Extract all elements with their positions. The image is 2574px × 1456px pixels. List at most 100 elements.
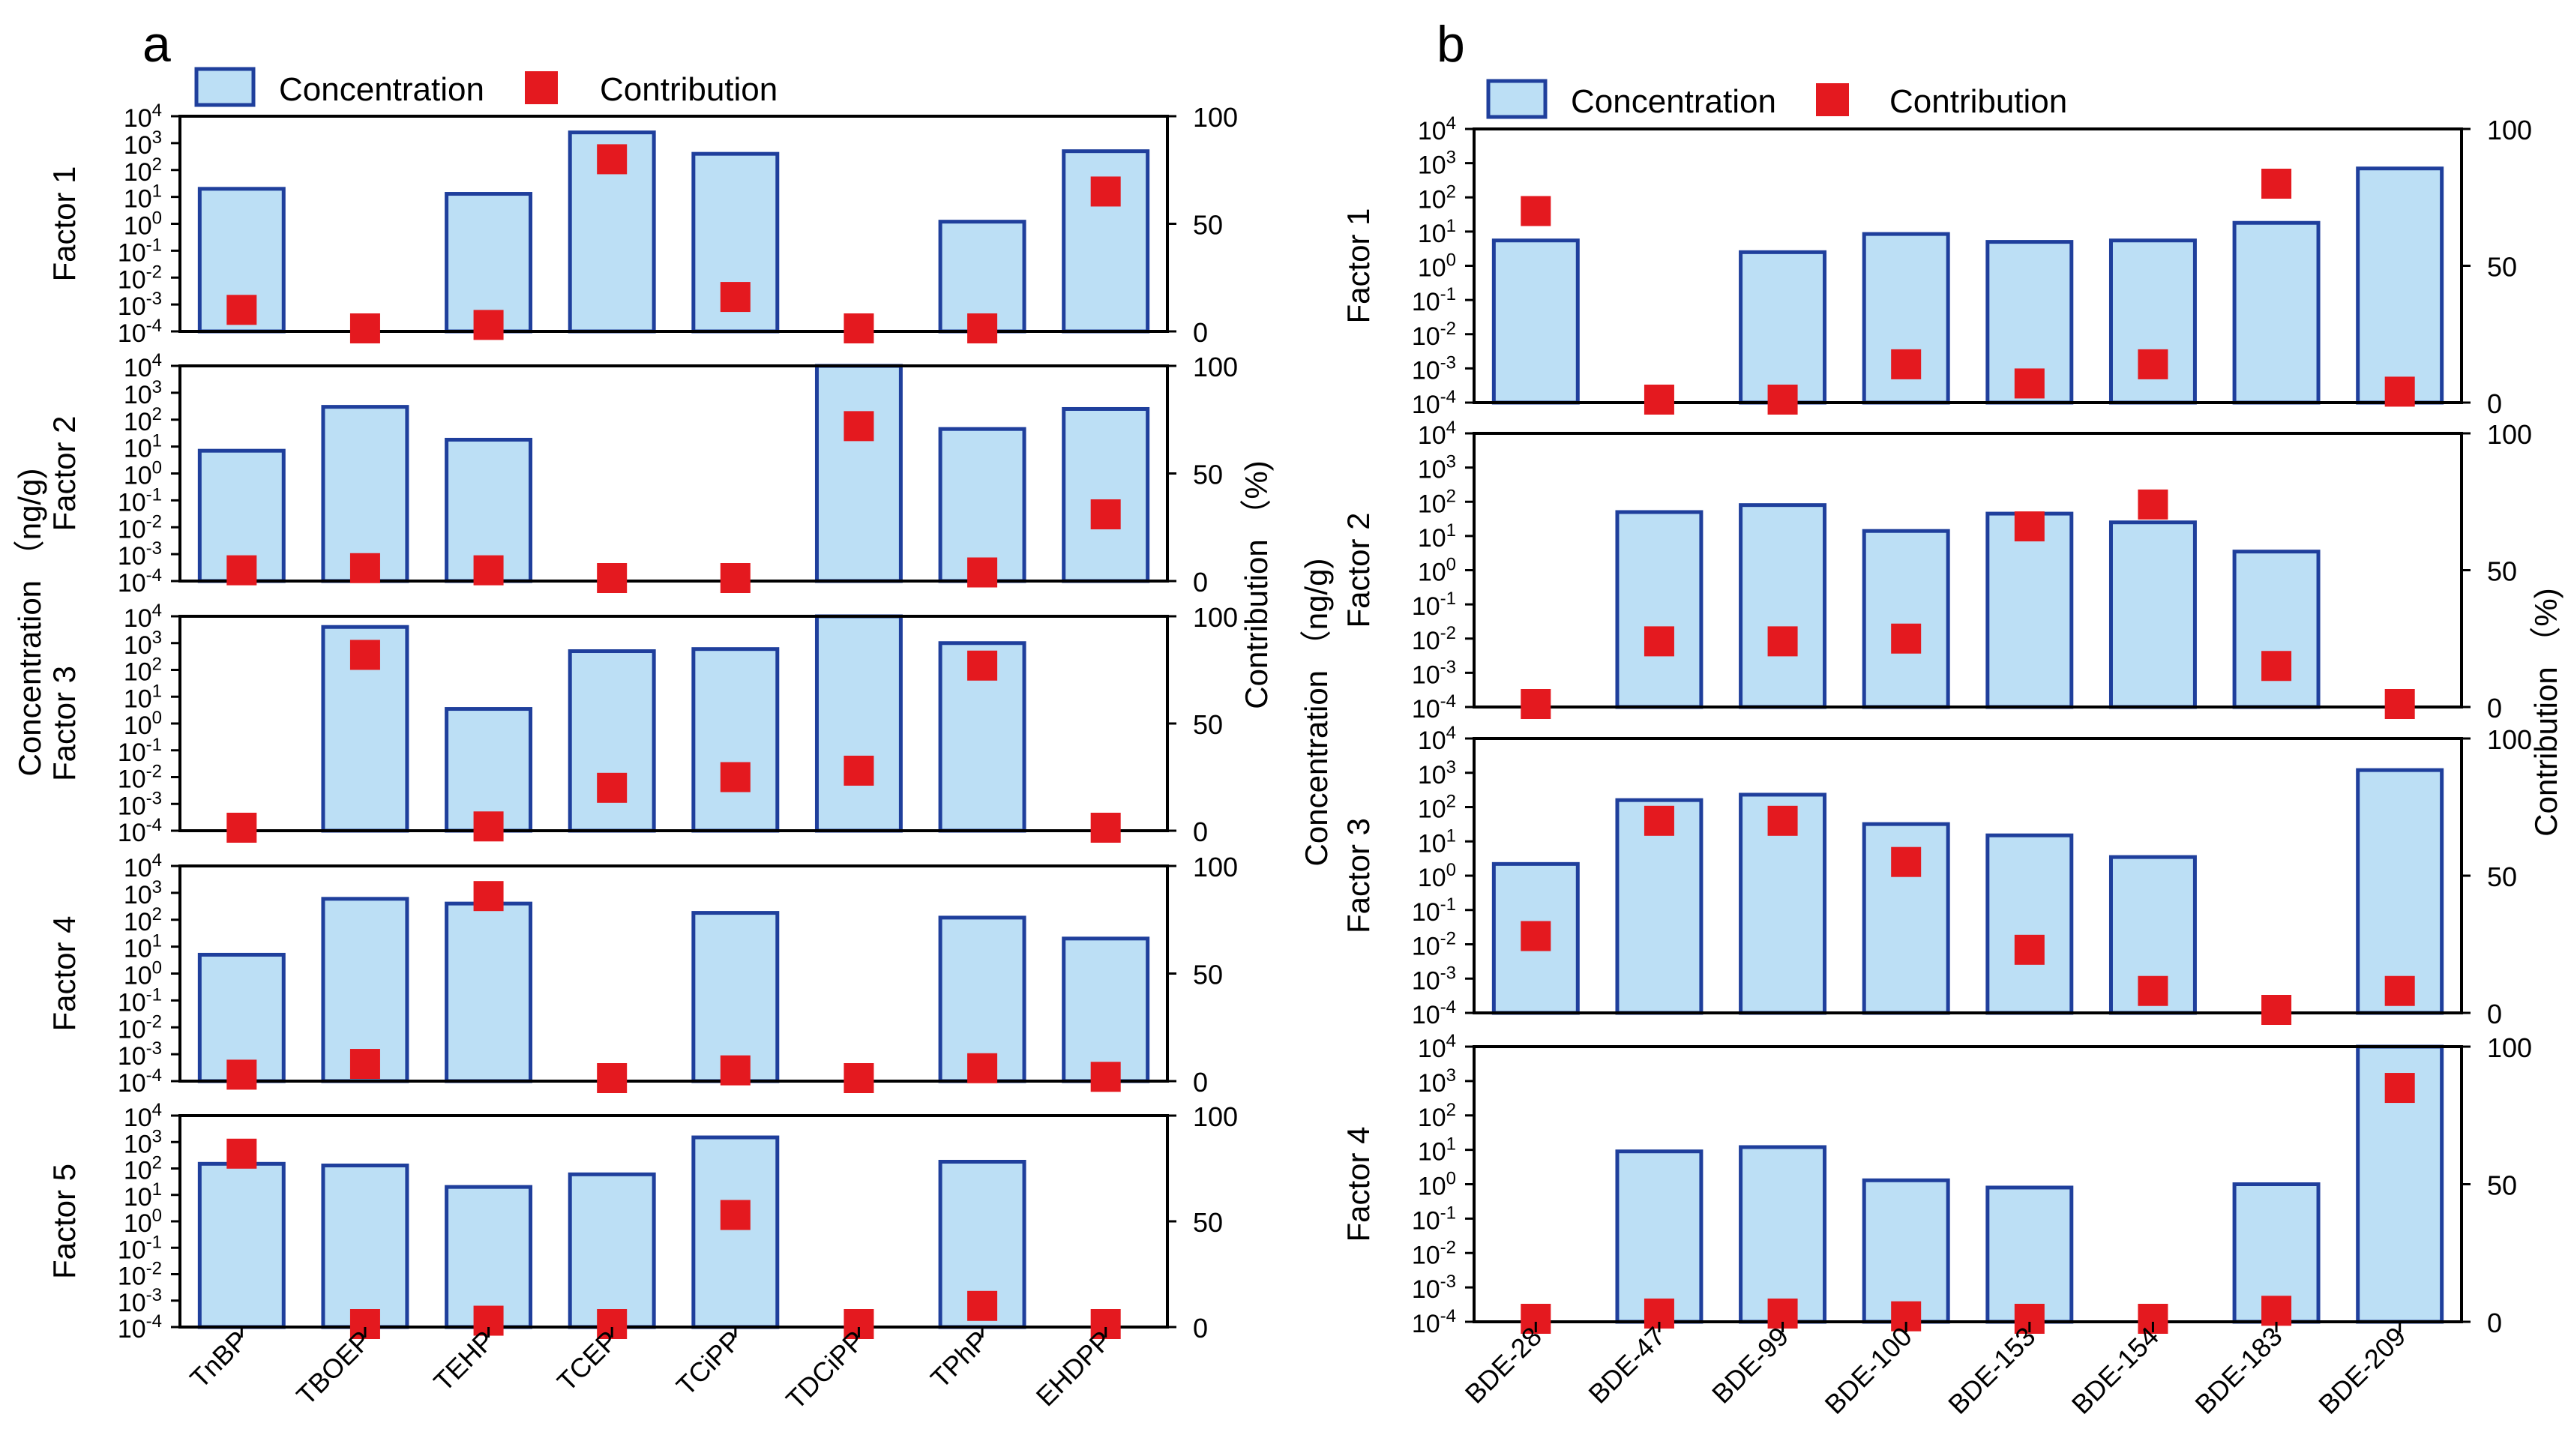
left-tick-label: 10-2	[1412, 319, 1456, 351]
right-tick-label: 50	[1193, 709, 1223, 740]
category-label: BDE-183	[2189, 1321, 2288, 1420]
contribution-marker	[226, 555, 257, 586]
concentration-bar	[568, 649, 656, 833]
left-tick-label: 10-1	[118, 984, 162, 1017]
left-tick-label: 100	[1418, 250, 1456, 283]
factor-label: Factor 4	[46, 915, 82, 1031]
left-tick-label: 10-2	[1412, 623, 1456, 655]
factor-2-plot: 10-410-310-210-1100101102103104050100Fac…	[46, 350, 1238, 598]
concentration-bar	[814, 614, 903, 833]
left-tick-label: 100	[124, 958, 162, 990]
left-tick-label: 10-2	[1412, 929, 1456, 961]
concentration-bar	[2232, 220, 2321, 405]
right-tick-label: 0	[1193, 816, 1208, 847]
right-tick-label: 50	[2487, 252, 2517, 283]
concentration-bar	[445, 192, 533, 334]
left-tick-label: 103	[124, 377, 162, 409]
legend-swatch-concentration	[194, 67, 256, 107]
left-tick-label: 10-3	[1412, 963, 1456, 995]
contribution-marker	[349, 553, 380, 583]
left-tick-label: 103	[124, 1126, 162, 1158]
left-tick-label: 101	[1418, 1134, 1456, 1167]
concentration-bar	[321, 405, 409, 583]
contribution-marker	[720, 1055, 751, 1086]
left-tick-label: 103	[1418, 148, 1456, 180]
left-tick-label: 10-4	[118, 316, 162, 348]
right-tick-label: 0	[2487, 1308, 2502, 1338]
concentration-bar	[1739, 503, 1827, 709]
contribution-marker	[1644, 626, 1674, 657]
concentration-bar	[1985, 833, 2074, 1015]
left-tick-label: 10-4	[118, 815, 162, 847]
right-tick-label: 50	[2487, 861, 2517, 892]
left-tick-label: 100	[1418, 860, 1456, 892]
concentration-bar	[1985, 1185, 2074, 1324]
factor-label: Factor 5	[46, 1164, 82, 1279]
left-tick-label: 102	[1418, 181, 1456, 214]
left-tick-label: 10-2	[118, 1259, 162, 1291]
left-tick-label: 10-1	[1412, 284, 1456, 316]
category-label: TBOEP	[290, 1325, 376, 1411]
factor-4-plot: 10-410-310-210-1100101102103104050100Fac…	[46, 850, 1238, 1098]
concentration-bar	[691, 1135, 780, 1329]
left-tick-label: 10-2	[118, 762, 162, 794]
contribution-marker	[1891, 349, 1922, 379]
right-tick-label: 100	[1193, 1101, 1238, 1132]
legend-label-concentration: Concentration	[1571, 83, 1776, 120]
contribution-marker	[720, 282, 751, 313]
contribution-marker	[473, 310, 504, 340]
contribution-marker	[2138, 489, 2168, 520]
left-tick-label: 101	[124, 1179, 162, 1212]
category-label: BDE-209	[2312, 1321, 2411, 1420]
legend-label-contribution: Contribution	[600, 71, 778, 108]
left-axis-title-b: Concentration （ng/g)	[1299, 559, 1334, 867]
right-tick-label: 100	[1193, 852, 1238, 882]
category-label: TDCiPP	[780, 1325, 870, 1416]
category-label: TCiPP	[670, 1325, 748, 1402]
left-axis-title-a: Concentration （ng/g)	[12, 469, 47, 777]
legend-label-concentration: Concentration	[279, 71, 484, 108]
right-tick-label: 0	[1193, 1067, 1208, 1098]
left-tick-label: 102	[124, 904, 162, 936]
left-tick-label: 10-3	[118, 1285, 162, 1317]
concentration-bar	[445, 1185, 533, 1329]
concentration-bar	[814, 364, 903, 583]
contribution-marker	[967, 313, 998, 343]
concentration-bar	[1985, 511, 2074, 709]
category-label: BDE-100	[1819, 1321, 1918, 1420]
contribution-marker	[349, 640, 380, 670]
category-label: BDE-99	[1706, 1321, 1794, 1410]
right-tick-label: 0	[1193, 1313, 1208, 1344]
contribution-marker	[2384, 1073, 2415, 1104]
concentration-bar	[1739, 1145, 1827, 1324]
concentration-bar	[197, 1161, 286, 1329]
factor-2-plot: 10-410-310-210-1100101102103104050100Fac…	[1341, 418, 2532, 724]
right-axis-title-b: Contribution （%)	[2528, 588, 2564, 836]
category-label: TnBP	[184, 1325, 253, 1395]
category-label: TCEP	[551, 1325, 624, 1398]
left-tick-label: 104	[1418, 113, 1456, 145]
left-tick-label: 104	[124, 100, 162, 133]
contribution-marker	[967, 557, 998, 588]
right-tick-label: 0	[2487, 693, 2502, 724]
legend-a: Concentration Contribution	[194, 67, 778, 108]
right-tick-label: 0	[1193, 567, 1208, 598]
contribution-marker	[720, 762, 751, 792]
right-axis-title-a: Contribution （%)	[1239, 460, 1274, 709]
factor-4-plot: 10-410-310-210-1100101102103104050100Fac…	[1341, 1031, 2532, 1338]
right-tick-label: 50	[1193, 460, 1223, 490]
left-tick-label: 104	[1418, 723, 1456, 755]
contribution-marker	[226, 295, 257, 325]
left-tick-label: 104	[124, 601, 162, 633]
legend-label-contribution: Contribution	[1889, 83, 2067, 120]
left-tick-label: 103	[1418, 757, 1456, 789]
factor-3-plot: 10-410-310-210-1100101102103104050100Fac…	[46, 601, 1238, 847]
factor-1-plot: 10-410-310-210-1100101102103104050100Fac…	[1341, 113, 2532, 419]
right-tick-label: 100	[2487, 1032, 2532, 1063]
left-tick-label: 104	[124, 850, 162, 882]
concentration-bar	[1615, 510, 1704, 709]
right-tick-label: 100	[2487, 724, 2532, 755]
contribution-marker	[2014, 934, 2045, 965]
left-tick-label: 100	[1418, 1169, 1456, 1201]
